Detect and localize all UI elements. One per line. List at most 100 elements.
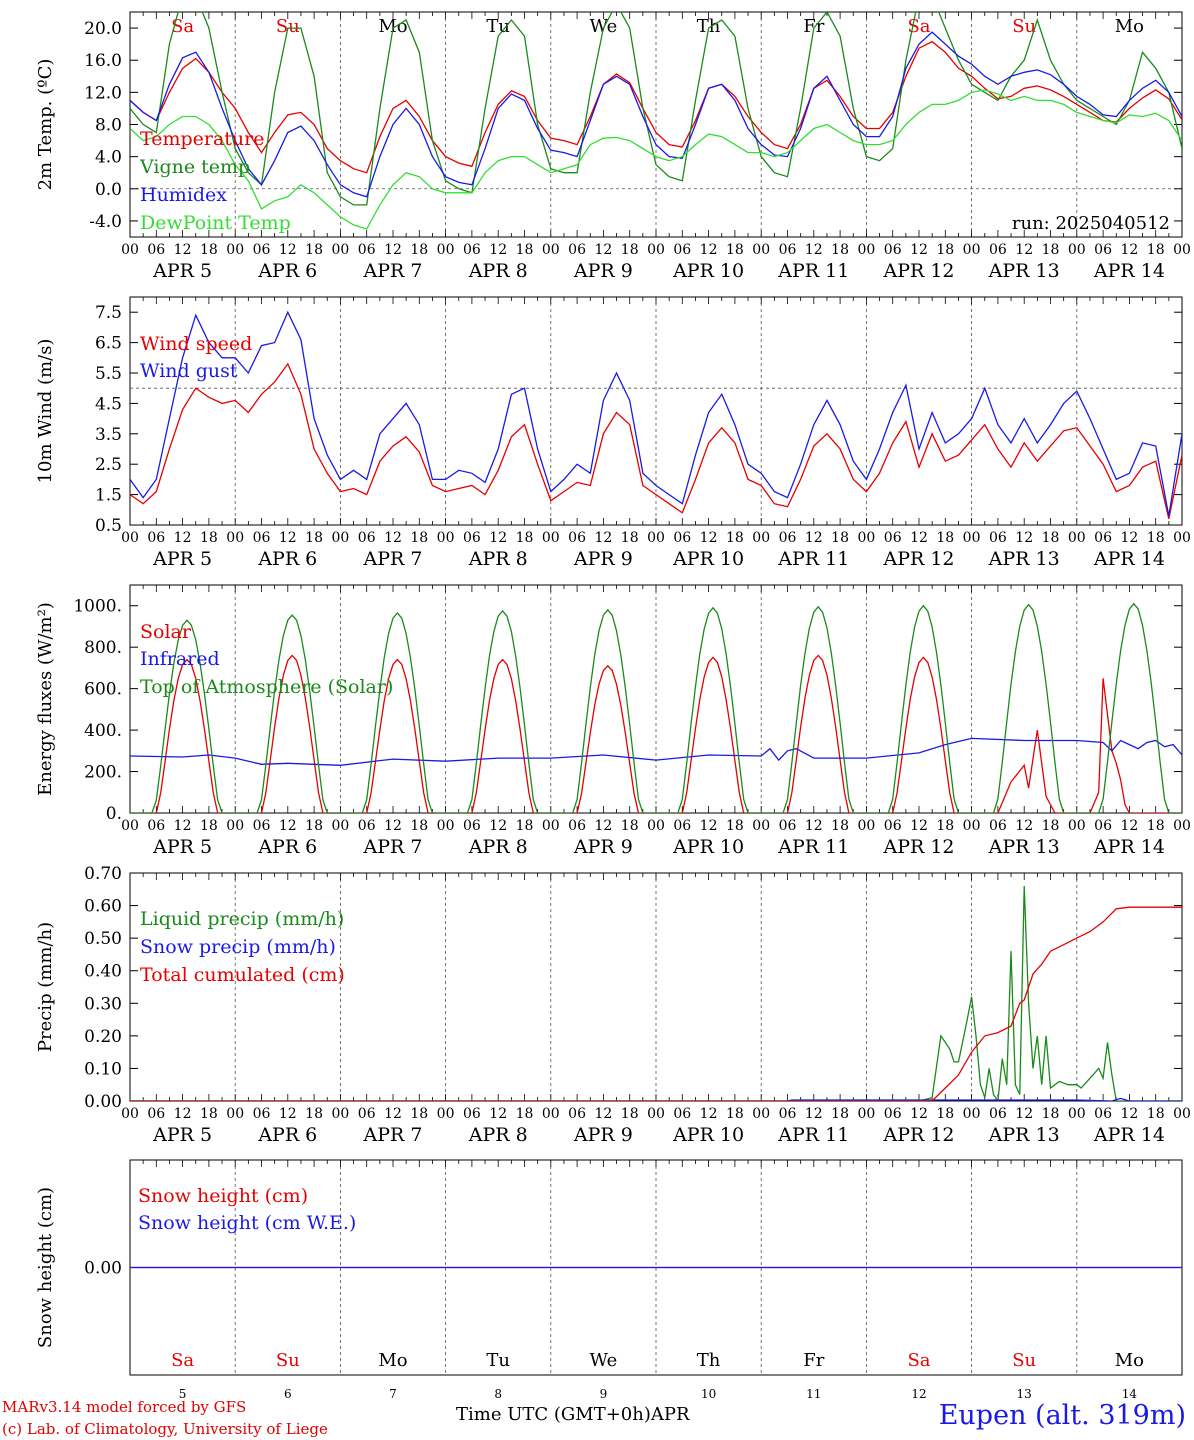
hour-tick-label: 12	[279, 1106, 297, 1122]
hour-tick-label: 00	[752, 1106, 770, 1122]
hour-tick-label: 12	[489, 530, 507, 546]
hour-tick-label: 06	[779, 242, 797, 258]
hour-tick-label: 00	[437, 530, 455, 546]
hour-tick-label: 18	[305, 818, 323, 834]
series-line-wind-gust	[130, 310, 1182, 517]
y-tick-label: 4.5	[95, 394, 122, 414]
hour-tick-label: 00	[226, 242, 244, 258]
date-label: APR 7	[363, 836, 423, 858]
date-label: APR 9	[573, 260, 633, 282]
hour-tick-label: 00	[1068, 818, 1086, 834]
hour-tick-label: 06	[884, 242, 902, 258]
hour-tick-label: 18	[200, 242, 218, 258]
y-axis-label: Snow height (cm)	[35, 1187, 56, 1348]
hour-tick-label: 00	[857, 818, 875, 834]
hour-tick-label: 12	[279, 818, 297, 834]
legend-label: Snow precip (mm/h)	[140, 936, 336, 958]
y-axis-label: 10m Wind (m/s)	[35, 339, 56, 484]
day-name-label: Mo	[1115, 16, 1144, 37]
hour-tick-label: 00	[121, 818, 139, 834]
y-tick-label: 8.0	[95, 116, 122, 136]
hour-tick-label: 00	[542, 818, 560, 834]
hour-tick-label: 12	[805, 530, 823, 546]
hour-tick-label: 18	[305, 242, 323, 258]
hour-tick-label: 06	[358, 1106, 376, 1122]
date-label: APR 8	[468, 836, 528, 858]
hour-tick-label: 12	[174, 242, 192, 258]
hour-tick-label: 06	[358, 818, 376, 834]
hour-tick-label: 18	[1147, 818, 1165, 834]
day-name-label: Th	[697, 16, 721, 37]
hour-tick-label: 12	[805, 1106, 823, 1122]
hour-tick-label: 00	[437, 242, 455, 258]
hour-tick-label: 00	[331, 242, 349, 258]
y-axis-label: Precip (mm/h)	[35, 922, 56, 1052]
hour-tick-label: 06	[989, 242, 1007, 258]
day-name-label: Sa	[171, 16, 194, 37]
y-tick-label: 4.0	[95, 148, 122, 168]
date-label: APR 6	[257, 548, 317, 570]
day-name-label: Su	[276, 1350, 300, 1371]
day-number-label: 8	[494, 1387, 502, 1401]
y-tick-label: -4.0	[89, 212, 122, 232]
hour-tick-label: 18	[410, 242, 428, 258]
hour-tick-label: 06	[463, 818, 481, 834]
date-label: APR 12	[882, 1124, 954, 1146]
hour-tick-label: 18	[726, 530, 744, 546]
hour-tick-label: 00	[857, 530, 875, 546]
hour-tick-label: 06	[253, 242, 271, 258]
hour-tick-label: 12	[910, 1106, 928, 1122]
hour-tick-label: 06	[673, 818, 691, 834]
hour-tick-label: 12	[594, 1106, 612, 1122]
day-number-label: 5	[179, 1387, 187, 1401]
hour-tick-label: 18	[831, 530, 849, 546]
date-label: APR 14	[1093, 1124, 1165, 1146]
hour-tick-label: 06	[779, 818, 797, 834]
hour-tick-label: 00	[226, 1106, 244, 1122]
hour-tick-label: 12	[489, 1106, 507, 1122]
panel-temperature: 20.0 16.0 12.0 8.0 4.0 0.0 -4.0 2m Temp. (ºC) 00…	[35, 11, 1191, 282]
hour-tick-label: 12	[910, 530, 928, 546]
date-label: APR 13	[988, 260, 1060, 282]
hour-tick-label: 18	[936, 818, 954, 834]
hour-tick-label: 00	[437, 818, 455, 834]
hour-tick-label: 00	[963, 1106, 981, 1122]
y-tick-label: 20.0	[84, 19, 122, 39]
y-tick-label: 1000.	[73, 597, 122, 617]
day-number-label: 10	[701, 1387, 716, 1401]
legend-label: Wind gust	[140, 360, 238, 382]
date-label: APR 8	[468, 548, 528, 570]
hour-tick-label: 18	[410, 530, 428, 546]
y-tick-label: 0.40	[84, 962, 122, 982]
hour-tick-label: 00	[121, 1106, 139, 1122]
date-label: APR 9	[573, 1124, 633, 1146]
hour-tick-label: 00	[857, 242, 875, 258]
hour-tick-label: 06	[989, 1106, 1007, 1122]
series-line-wind-speed	[130, 362, 1182, 520]
date-label: APR 5	[152, 836, 212, 858]
hour-tick-label: 12	[700, 1106, 718, 1122]
series-line-infrared	[130, 737, 1182, 766]
date-label: APR 6	[257, 260, 317, 282]
legend-label: Humidex	[140, 184, 227, 206]
date-label: APR 7	[363, 1124, 423, 1146]
day-name-label: Fr	[803, 1350, 824, 1371]
y-axis-label: Energy fluxes (W/m²)	[35, 602, 56, 796]
hour-tick-label: 06	[673, 242, 691, 258]
hour-tick-label: 12	[1015, 530, 1033, 546]
hour-tick-label: 12	[1015, 1106, 1033, 1122]
hour-tick-label: 00	[437, 1106, 455, 1122]
y-tick-label: 0.50	[84, 929, 122, 949]
hour-tick-label: 06	[1094, 818, 1112, 834]
date-label: APR 14	[1093, 548, 1165, 570]
day-name-label: Tu	[486, 16, 510, 37]
day-name-label: Mo	[378, 16, 407, 37]
hour-tick-label: 00	[752, 530, 770, 546]
hour-tick-label: 00	[1173, 530, 1191, 546]
hour-tick-label: 18	[516, 242, 534, 258]
hour-tick-label: 12	[594, 530, 612, 546]
date-label: APR 9	[573, 548, 633, 570]
legend-label: Solar	[140, 621, 192, 643]
hour-tick-label: 06	[147, 242, 165, 258]
